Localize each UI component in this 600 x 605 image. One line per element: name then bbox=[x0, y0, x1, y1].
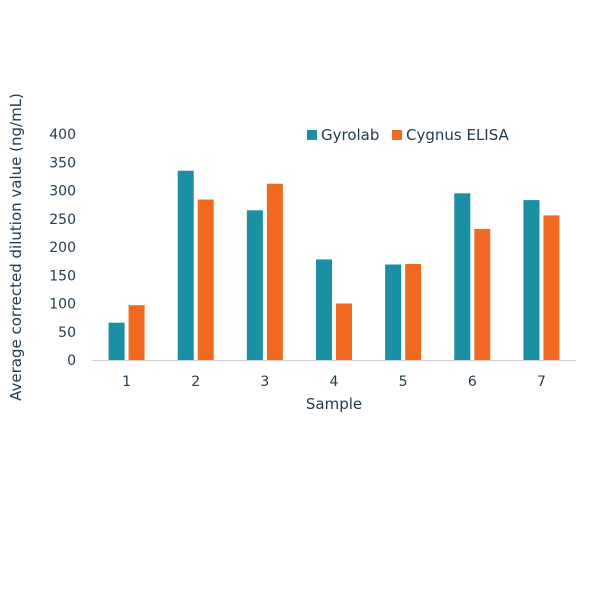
bars-layer bbox=[108, 170, 560, 360]
y-tick-label: 100 bbox=[49, 297, 76, 313]
bar-cygnus-elisa-5 bbox=[405, 263, 422, 360]
bar-cygnus-elisa-1 bbox=[128, 305, 145, 360]
legend-label-cygnus-elisa: Cygnus ELISA bbox=[406, 126, 510, 144]
x-tick-label: 3 bbox=[260, 374, 269, 390]
x-tick-label: 4 bbox=[330, 374, 339, 390]
legend-swatch-gyrolab bbox=[307, 130, 317, 140]
legend-label-gyrolab: Gyrolab bbox=[321, 126, 379, 144]
bar-gyrolab-6 bbox=[454, 193, 471, 360]
y-tick-label: 0 bbox=[67, 353, 76, 369]
x-tick-label: 1 bbox=[122, 374, 131, 390]
y-tick-label: 300 bbox=[49, 184, 76, 200]
bar-gyrolab-7 bbox=[523, 200, 540, 360]
y-tick-label: 50 bbox=[58, 325, 76, 341]
y-axis-title: Average corrected dilution value (ng/mL) bbox=[7, 93, 25, 401]
x-tick-label: 2 bbox=[191, 374, 200, 390]
y-tick-labels: 0 50 100 150 200 250 300 350 400 bbox=[49, 127, 76, 369]
bar-cygnus-elisa-4 bbox=[336, 303, 352, 360]
legend-swatch-cygnus-elisa bbox=[392, 130, 402, 140]
bar-cygnus-elisa-3 bbox=[266, 183, 283, 360]
bar-gyrolab-5 bbox=[385, 264, 402, 360]
legend: Gyrolab Cygnus ELISA bbox=[307, 126, 510, 144]
bar-cygnus-elisa-6 bbox=[474, 228, 491, 360]
bar-gyrolab-4 bbox=[316, 259, 332, 360]
x-tick-labels: 1 2 3 4 5 6 7 bbox=[122, 374, 546, 390]
x-tick-label: 6 bbox=[468, 374, 477, 390]
y-tick-label: 250 bbox=[49, 212, 76, 228]
bar-gyrolab-2 bbox=[177, 170, 194, 360]
bar-cygnus-elisa-7 bbox=[543, 215, 560, 360]
y-tick-label: 350 bbox=[49, 155, 76, 171]
x-axis-title: Sample bbox=[306, 395, 362, 413]
y-tick-label: 400 bbox=[49, 127, 76, 143]
bar-gyrolab-3 bbox=[246, 210, 263, 360]
x-tick-label: 5 bbox=[399, 374, 408, 390]
y-tick-label: 200 bbox=[49, 240, 76, 256]
bar-gyrolab-1 bbox=[108, 322, 125, 360]
x-tick-label: 7 bbox=[537, 374, 546, 390]
bar-cygnus-elisa-2 bbox=[197, 199, 214, 360]
y-tick-label: 150 bbox=[49, 268, 76, 284]
